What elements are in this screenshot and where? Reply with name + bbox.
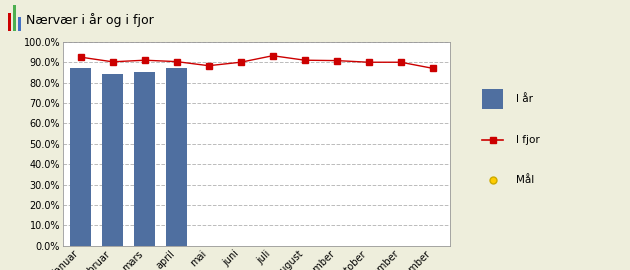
Bar — [18, 17, 21, 31]
Bar — [166, 68, 187, 246]
Bar — [13, 5, 16, 31]
Bar — [483, 89, 503, 109]
Text: Mål: Mål — [516, 176, 534, 185]
Bar — [8, 13, 11, 31]
Text: I år: I år — [516, 94, 533, 104]
Text: I fjor: I fjor — [516, 135, 540, 145]
Bar — [102, 74, 123, 246]
Bar — [134, 72, 155, 246]
Text: Nærvær i år og i fjor: Nærvær i år og i fjor — [26, 13, 154, 27]
Bar — [70, 68, 91, 246]
